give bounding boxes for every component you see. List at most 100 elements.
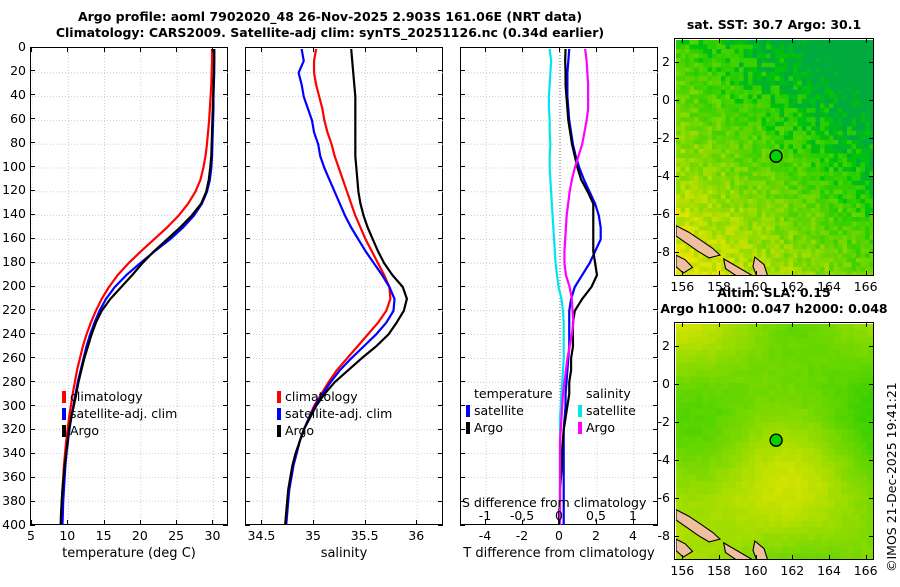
legend-label: Argo [285, 423, 315, 438]
coastline [722, 257, 753, 275]
depth-tick [438, 189, 443, 191]
depth-tick-label: 380 [2, 493, 26, 509]
depth-tick [245, 46, 250, 48]
depth-tick [223, 500, 228, 502]
map-x-tick [829, 38, 830, 43]
depth-tick [438, 237, 443, 239]
series-argo [284, 49, 408, 525]
map-y-tick-label: -2 [657, 413, 670, 429]
depth-tick [460, 405, 465, 406]
depth-tick [460, 237, 465, 239]
x-tick [313, 47, 315, 52]
x-tick [31, 520, 32, 525]
legend-label: Argo [474, 420, 504, 435]
depth-tick [653, 166, 658, 167]
depth-tick [30, 524, 35, 526]
depth-tick [30, 94, 35, 96]
depth-tick [438, 261, 443, 263]
depth-tick [438, 166, 443, 167]
page-title-line2: Climatology: CARS2009. Satellite-adj cli… [55, 25, 605, 40]
depth-tick [460, 189, 465, 191]
depth-tick [245, 213, 250, 215]
map-x-tick-label: 158 [707, 563, 731, 578]
x-tick [522, 520, 524, 525]
x-tick-label: 25 [168, 528, 185, 543]
map-y-tick [674, 99, 679, 101]
depth-tick [653, 357, 658, 359]
x-tick [139, 47, 141, 52]
map-y-tick [869, 383, 874, 385]
depth-tick [653, 309, 658, 311]
depth-tick [223, 237, 228, 239]
depth-tick [653, 428, 658, 430]
map-y-tick-label: -6 [657, 206, 670, 222]
depth-tick [653, 94, 658, 96]
map-x-tick [682, 38, 684, 43]
depth-tick [223, 452, 228, 454]
depth-tick-label: 20 [10, 62, 26, 78]
legend-label: climatology [285, 389, 358, 404]
depth-tick [30, 333, 35, 335]
depth-tick [30, 189, 35, 191]
legend-item: climatology [62, 388, 177, 405]
coastline [676, 254, 694, 274]
map-x-tick [682, 271, 684, 276]
x-tick-label: 30 [204, 528, 221, 543]
map-x-tick-label: 158 [707, 279, 731, 294]
depth-tick [438, 285, 443, 287]
depth-tick [30, 309, 35, 311]
depth-tick [460, 118, 465, 120]
map-y-tick [674, 460, 679, 462]
argo-position-marker [769, 433, 783, 447]
depth-tick [460, 166, 465, 167]
legend-label: Argo [70, 423, 100, 438]
legend-swatch [466, 422, 470, 434]
axis-label-s-difference: S difference from climatology [462, 495, 647, 510]
map-title-sst: sat. SST: 30.7 Argo: 30.1 [686, 17, 862, 32]
depth-tick [438, 142, 443, 144]
x-tick [176, 520, 178, 525]
map-y-tick-label: -8 [657, 528, 670, 544]
legend-swatch [62, 425, 66, 437]
map-x-tick [865, 271, 867, 276]
x-tick [313, 520, 315, 525]
depth-tick [460, 500, 465, 502]
x-tick-label: 35.5 [350, 528, 379, 543]
depth-tick [223, 142, 228, 144]
map-y-tick-label: -2 [657, 129, 670, 145]
depth-tick [223, 524, 228, 526]
map-y-tick-label: 0 [662, 91, 670, 107]
depth-tick [438, 405, 443, 406]
map-y-tick [674, 421, 679, 423]
map-title-sla-line1: Altim. SLA: 0.15 [717, 285, 831, 300]
depth-tick-label: 60 [10, 110, 26, 126]
depth-tick [245, 118, 250, 120]
legend-label: Argo [586, 420, 616, 435]
legend-group-salinity: salinity satellite Argo [578, 385, 636, 436]
depth-tick [653, 261, 658, 263]
s-tick-label: 0 [555, 508, 563, 523]
coastline [722, 541, 753, 559]
map-y-tick [869, 252, 874, 254]
x-tick-label: -4 [478, 528, 492, 543]
x-tick-label: 10 [59, 528, 76, 543]
map-x-tick [829, 322, 830, 327]
depth-tick-label: 100 [2, 158, 26, 174]
x-tick [416, 520, 418, 525]
map-x-tick [792, 322, 794, 327]
x-tick [559, 520, 560, 525]
depth-tick [30, 46, 35, 48]
depth-tick [245, 428, 250, 430]
depth-tick [30, 213, 35, 215]
x-tick [632, 520, 634, 525]
depth-tick [438, 213, 443, 215]
x-tick [212, 47, 214, 52]
depth-tick [245, 70, 250, 72]
depth-tick [653, 476, 658, 478]
x-tick-label: 2 [591, 528, 600, 543]
map-y-tick [674, 383, 679, 385]
map-y-tick [674, 536, 679, 538]
legend-group-temperature: temperature satellite Argo [466, 385, 553, 436]
depth-tick [223, 46, 228, 48]
map-y-tick [869, 214, 874, 216]
